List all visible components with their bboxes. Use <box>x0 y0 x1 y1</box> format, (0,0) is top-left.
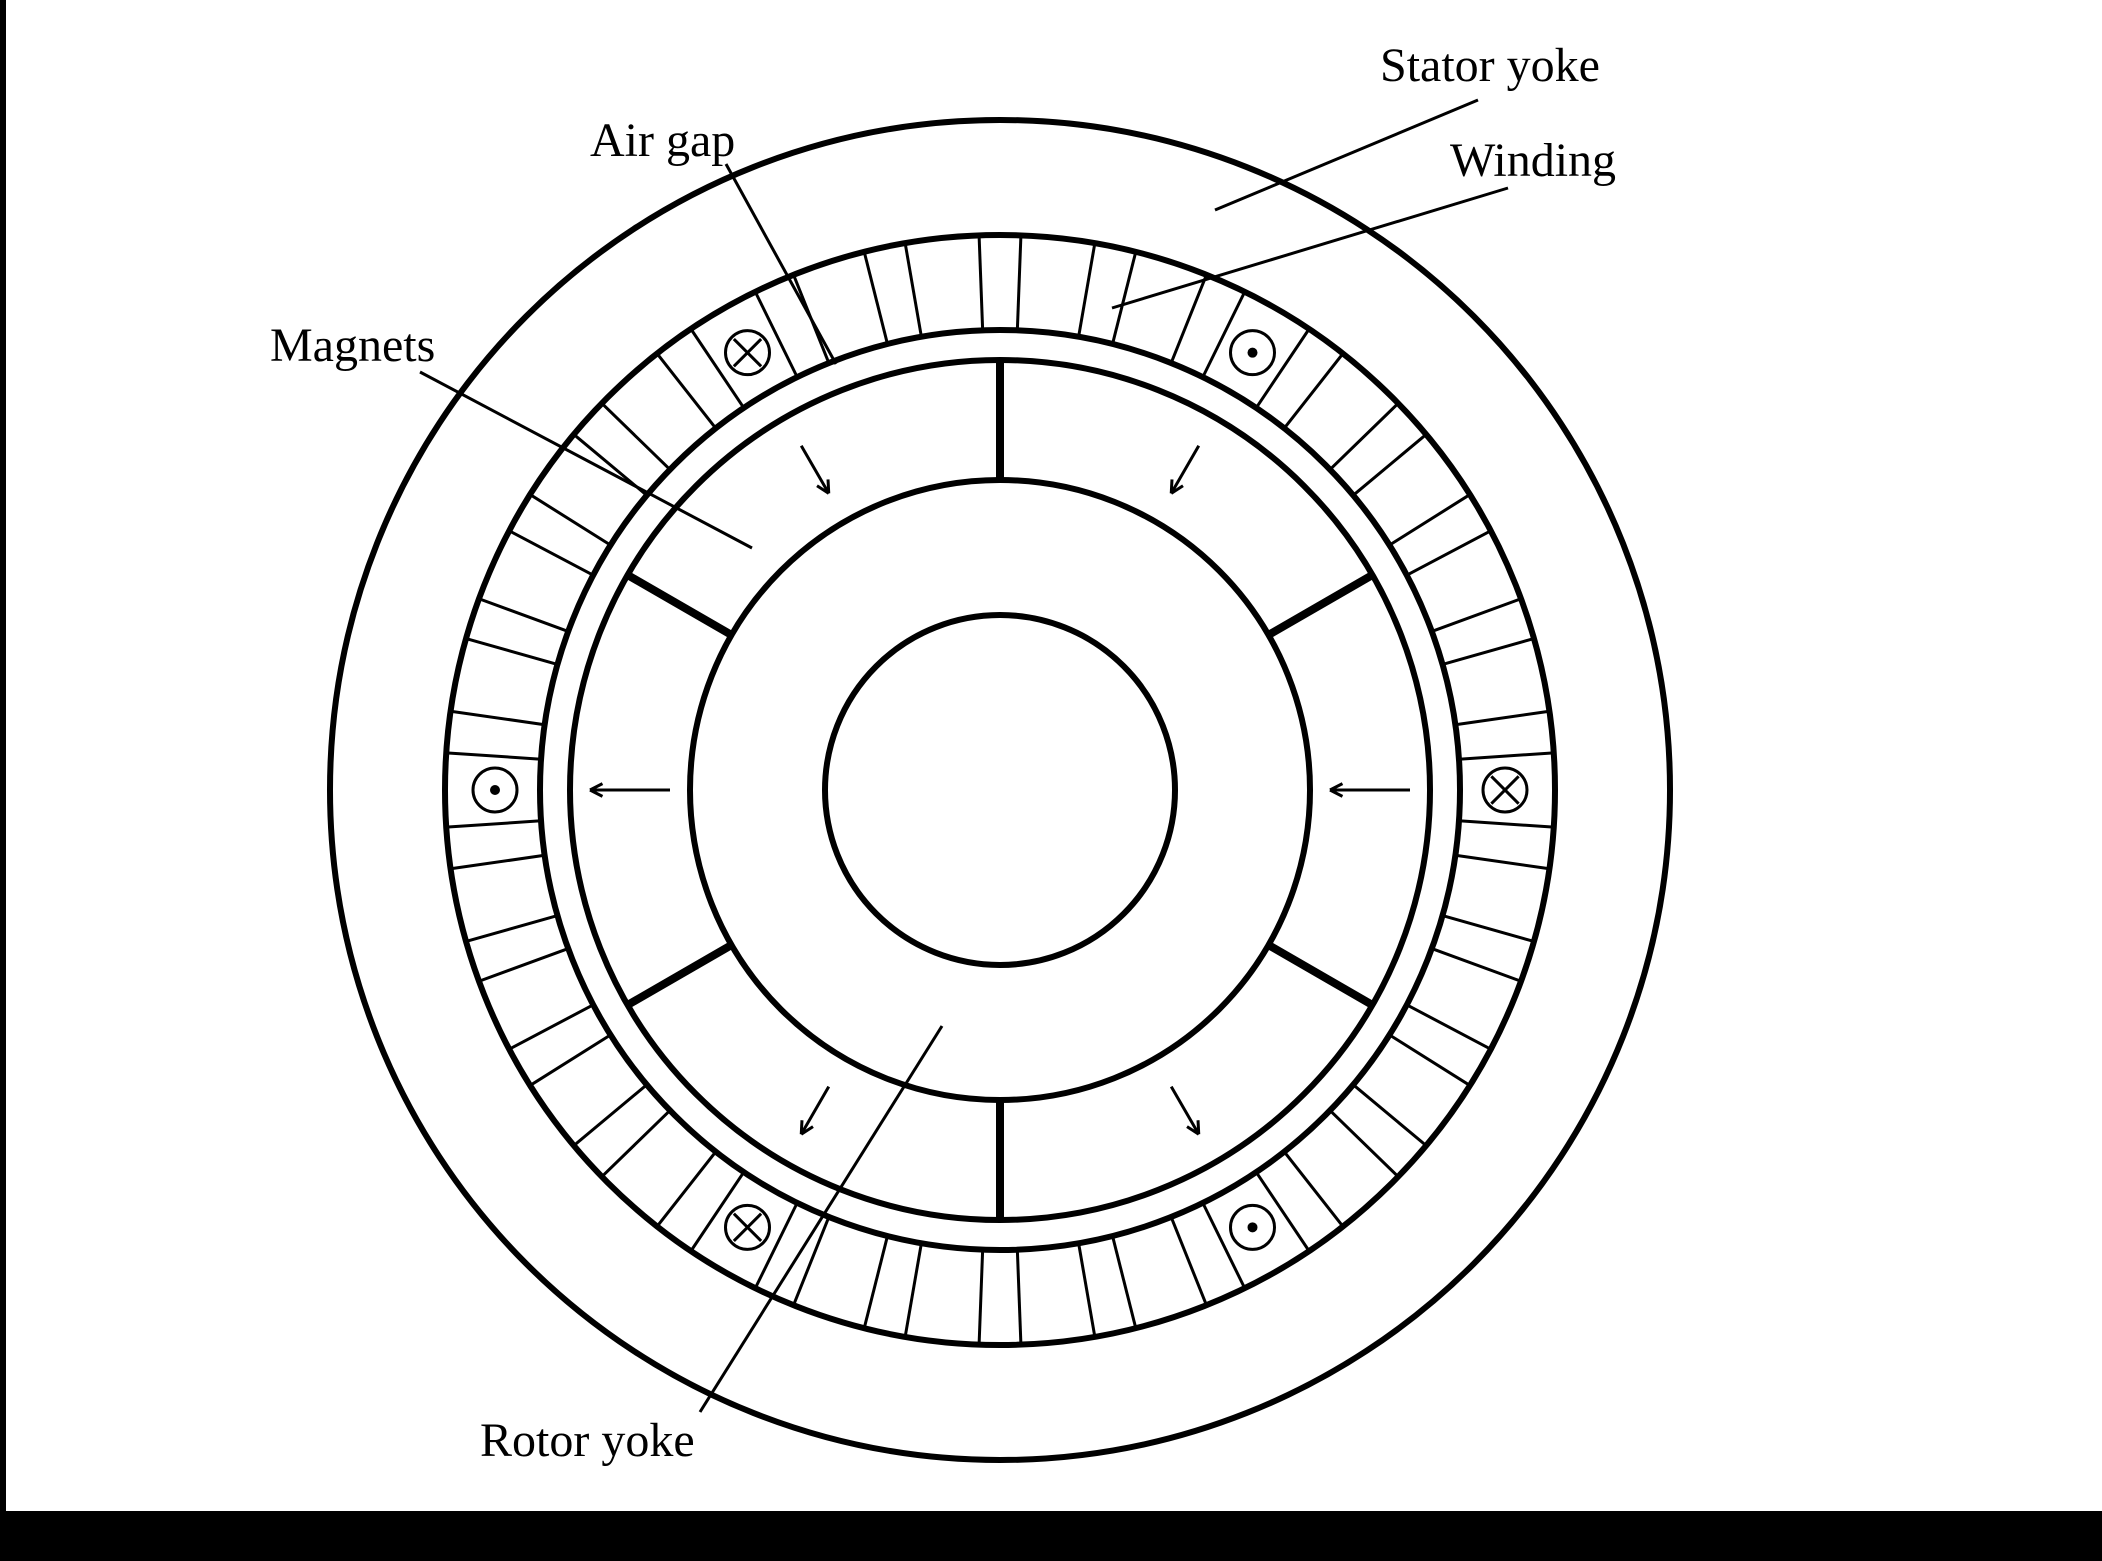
label-stator-yoke: Stator yoke <box>1380 40 1600 93</box>
diagram-stage: Stator yoke Winding Air gap Magnets Roto… <box>0 0 2102 1561</box>
label-air-gap: Air gap <box>590 115 735 168</box>
label-winding: Winding <box>1450 135 1616 188</box>
motor-cross-section-svg <box>0 0 2102 1561</box>
label-magnets: Magnets <box>270 320 435 373</box>
label-rotor-yoke: Rotor yoke <box>480 1415 695 1468</box>
